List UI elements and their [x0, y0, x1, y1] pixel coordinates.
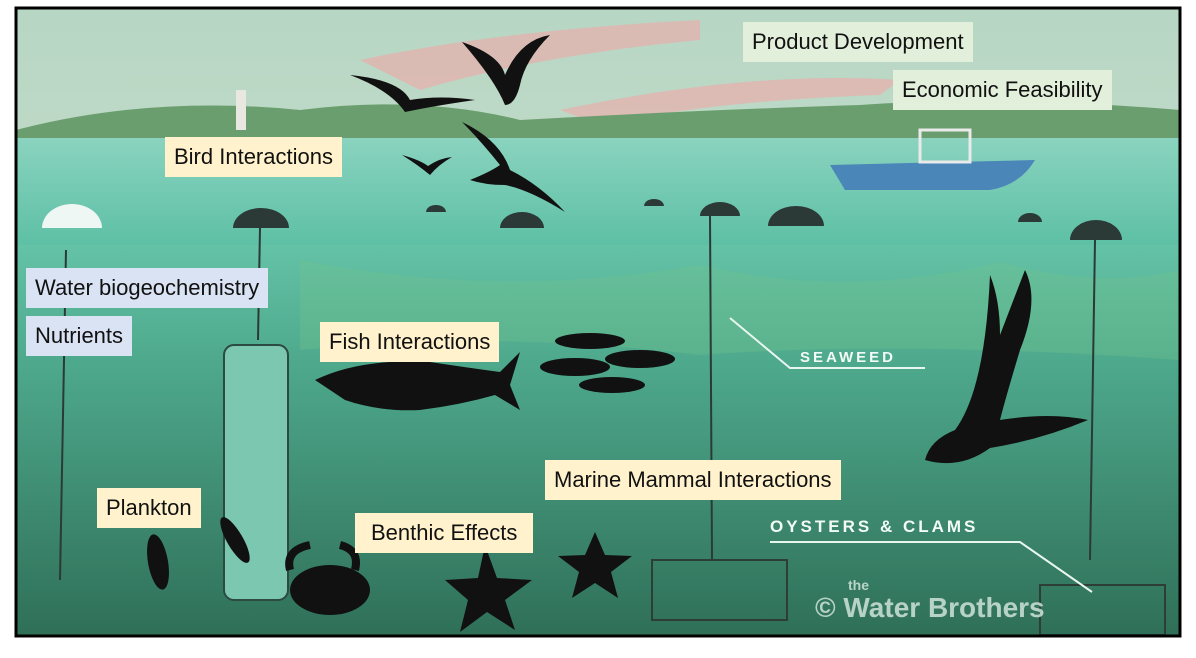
label: Plankton: [97, 488, 201, 528]
label: Water biogeochemistry: [26, 268, 268, 308]
label: Benthic Effects: [355, 513, 533, 553]
label: Bird Interactions: [165, 137, 342, 177]
lantern-net: [224, 345, 288, 600]
label: Nutrients: [26, 316, 132, 356]
label: Product Development: [743, 22, 973, 62]
watermark-small: the: [848, 577, 869, 593]
watermark: © Water Brothers: [815, 592, 1045, 623]
seaweed-label: SEAWEED: [800, 349, 896, 366]
page: SEAWEED OYSTERS & CLAMS the © Water Brot…: [0, 0, 1196, 658]
label: Marine Mammal Interactions: [545, 460, 841, 500]
label: Fish Interactions: [320, 322, 499, 362]
label: Economic Feasibility: [893, 70, 1112, 110]
oysters-label: OYSTERS & CLAMS: [770, 517, 978, 536]
